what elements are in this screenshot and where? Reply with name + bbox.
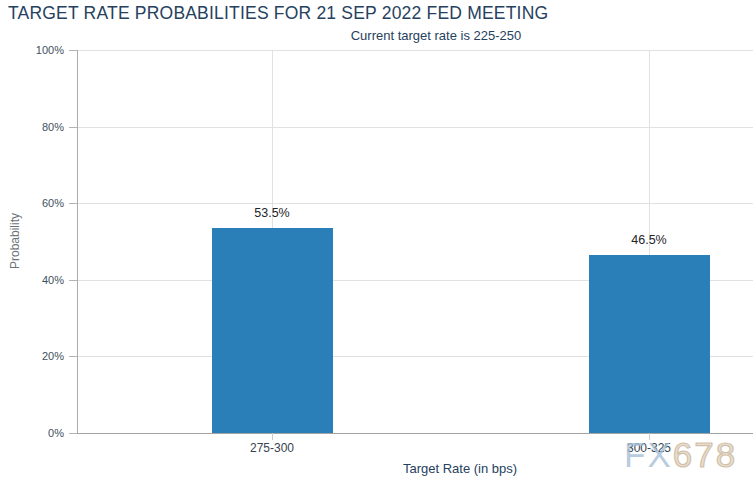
x-axis-line [77,433,753,434]
x-tick-label: 275-300 [250,441,294,455]
fed-meeting-probability-chart: TARGET RATE PROBABILITIES FOR 21 SEP 202… [0,0,753,489]
y-axis-line [77,50,78,433]
y-tick-label: 20% [0,350,64,362]
y-tick-mark [69,280,77,281]
x-tick-label: 300-325 [627,441,671,455]
y-tick-mark [69,433,77,434]
y-tick-label: 60% [0,197,64,209]
watermark-678: 678 [673,435,737,474]
gridline-horizontal [77,50,753,51]
gridline-horizontal [77,127,753,128]
probability-bar [212,228,333,433]
y-tick-label: 100% [0,44,64,56]
x-tick-mark [272,433,273,440]
bar-value-label: 53.5% [254,206,289,220]
y-tick-mark [69,127,77,128]
bar-value-label: 46.5% [631,233,666,247]
y-tick-mark [69,203,77,204]
probability-bar [589,255,710,433]
y-tick-mark [69,50,77,51]
y-tick-label: 80% [0,121,64,133]
y-axis-title: Probability [8,213,22,269]
y-tick-label: 0% [0,427,64,439]
x-tick-mark [649,433,650,440]
x-axis-title: Target Rate (in bps) [403,461,517,476]
chart-title: TARGET RATE PROBABILITIES FOR 21 SEP 202… [8,3,548,24]
y-tick-label: 40% [0,274,64,286]
y-tick-mark [69,356,77,357]
chart-subtitle: Current target rate is 225-250 [351,28,522,43]
gridline-horizontal [77,203,753,204]
